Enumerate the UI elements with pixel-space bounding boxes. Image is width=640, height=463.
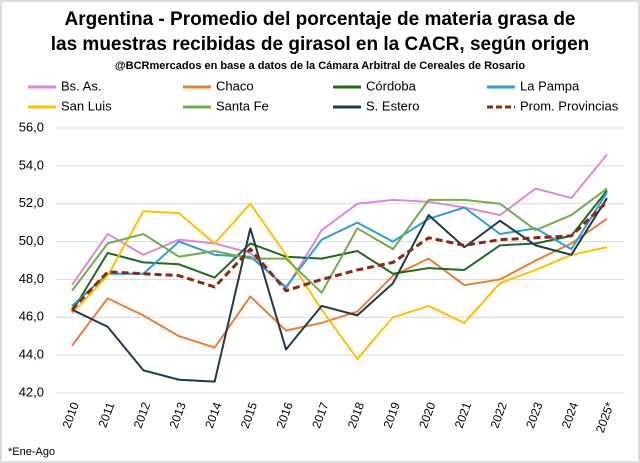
series-line <box>71 189 608 313</box>
legend-label: Chaco <box>216 78 254 93</box>
chart-title: Argentina - Promedio del porcentaje de m… <box>64 9 575 30</box>
legend-label: Prom. Provincias <box>520 98 619 113</box>
y-tick-label: 44,0 <box>19 347 44 362</box>
series-line <box>70 200 609 311</box>
legend-label: Santa Fe <box>216 98 269 113</box>
y-tick-label: 52,0 <box>19 195 44 210</box>
series-line <box>71 218 608 349</box>
series-line <box>71 153 608 290</box>
footnote: *Ene-Ago <box>8 446 55 458</box>
y-tick-label: 50,0 <box>19 233 44 248</box>
chart-subtitle: @BCRmercados en base a datos de la Cámar… <box>115 60 525 72</box>
series-line <box>71 191 608 307</box>
y-tick-label: 46,0 <box>19 309 44 324</box>
y-tick-label: 48,0 <box>19 271 44 286</box>
legend-label: Córdoba <box>366 78 417 93</box>
legend-label: San Luis <box>61 98 112 113</box>
legend-label: S. Estero <box>366 98 419 113</box>
chart-title: las muestras recibidas de girasol en la … <box>51 34 590 55</box>
legend-label: La Pampa <box>520 78 580 93</box>
series-line <box>71 202 608 360</box>
y-tick-label: 42,0 <box>19 384 44 399</box>
series-line <box>71 197 608 383</box>
series-line <box>71 187 608 294</box>
y-tick-label: 54,0 <box>19 157 44 172</box>
legend-label: Bs. As. <box>61 78 101 93</box>
y-tick-label: 56,0 <box>19 119 44 134</box>
